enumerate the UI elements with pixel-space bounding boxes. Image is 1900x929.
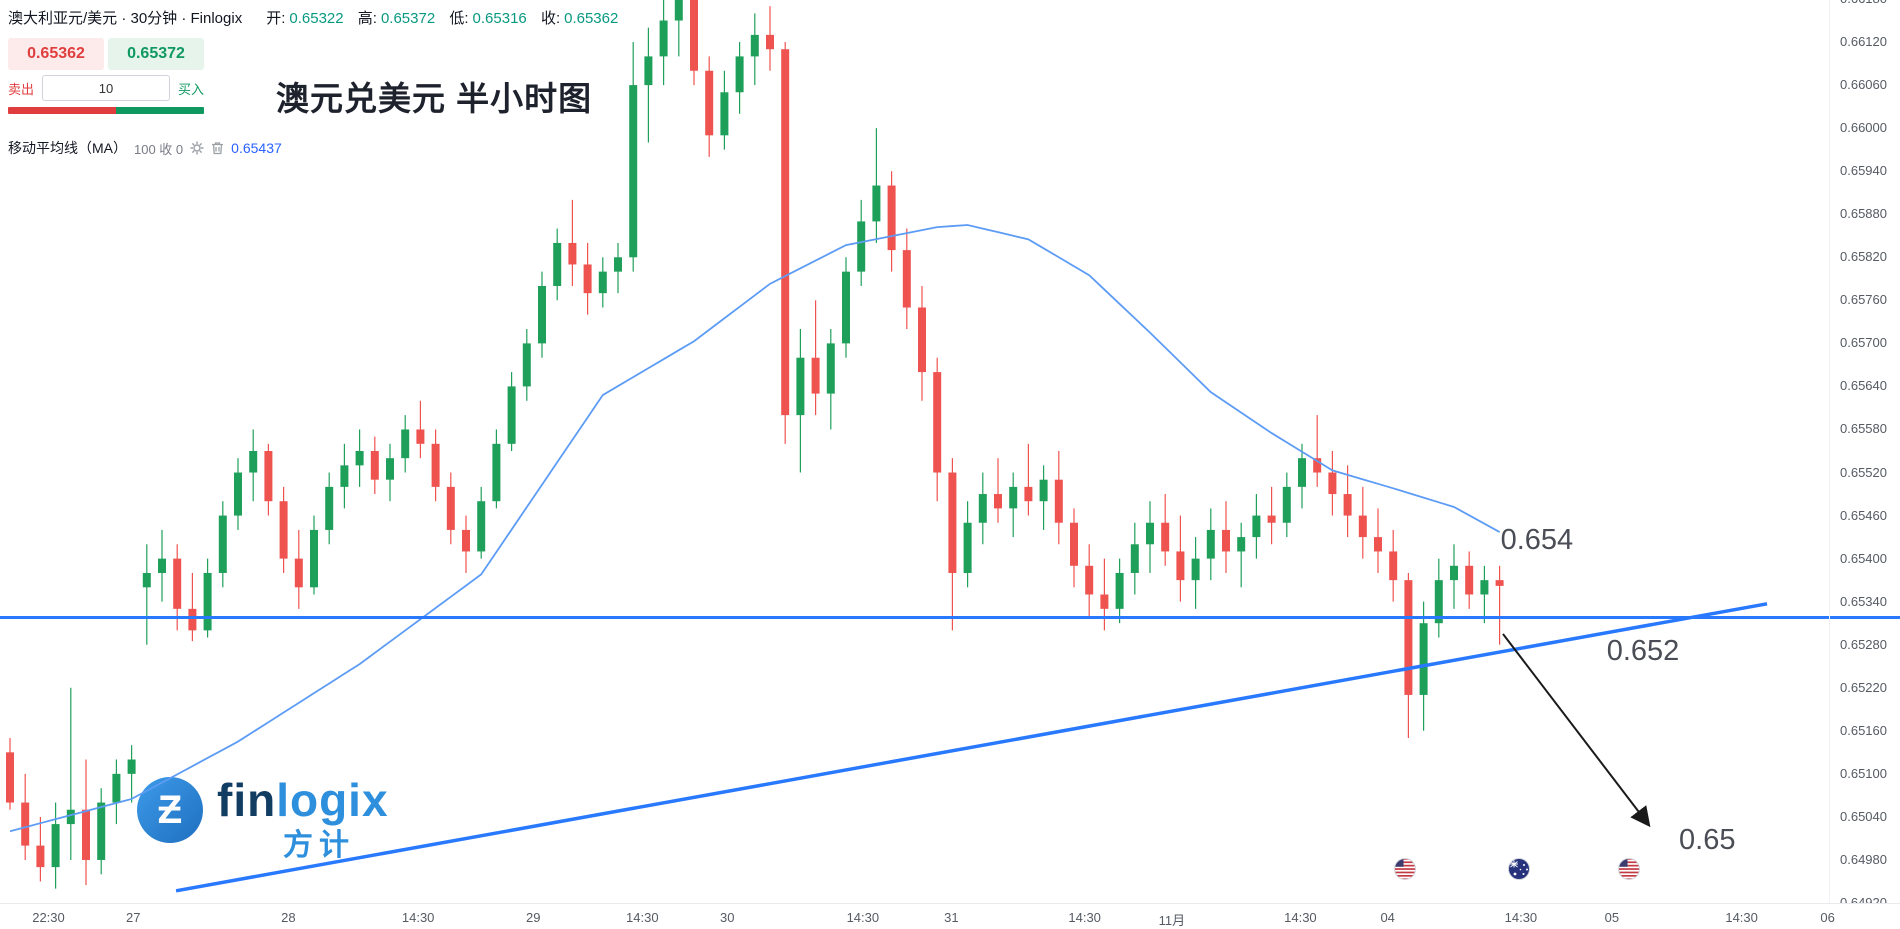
symbol-info-bar: 澳大利亚元/美元 · 30分钟 · Finlogix 开: 0.65322 高: 0… xyxy=(8,7,618,28)
spread-bar xyxy=(8,107,204,114)
time-tick-label: 30 xyxy=(720,910,735,925)
time-tick-label: 22:30 xyxy=(32,910,65,925)
time-tick-label: 14:30 xyxy=(1504,910,1538,925)
time-tick-label: 27 xyxy=(125,910,141,925)
price-tick-label: 0.65940 xyxy=(1840,163,1887,179)
time-tick-label: 14:30 xyxy=(1284,910,1317,925)
time-tick-label: 28 xyxy=(281,910,296,925)
price-tick-label: 0.65280 xyxy=(1840,636,1887,652)
watermark-brand-logix: logix xyxy=(276,774,389,826)
ma-indicator-params: 100 收 0 xyxy=(134,141,184,157)
ma-indicator-legend[interactable]: 移动平均线（MA） 100 收 0 0.65437 xyxy=(8,138,282,158)
price-axis[interactable]: 0.66180 0.66120 0.66060 0.66000 0.65940 0.658… xyxy=(1829,0,1900,910)
price-tick-label: 0.65100 xyxy=(1840,765,1887,781)
low-value: 0.65316 xyxy=(472,10,527,27)
price-annotation[interactable]: 0.652 xyxy=(1606,634,1680,667)
price-tick-label: 0.65820 xyxy=(1840,249,1887,265)
close-label: 收: xyxy=(540,10,561,27)
sell-label: 卖出 xyxy=(8,81,35,97)
price-tick-label: 0.65640 xyxy=(1840,378,1887,394)
time-tick-label: 06 xyxy=(1820,910,1835,925)
trade-widget: 0.65362 0.65372 卖出 买入 xyxy=(8,38,204,114)
price-tick-label: 0.65400 xyxy=(1840,550,1887,566)
time-tick-label: 04 xyxy=(1380,910,1395,925)
symbol-title[interactable]: 澳大利亚元/美元 · 30分钟 · Finlogix xyxy=(8,10,243,27)
high-label: 高: xyxy=(357,10,377,27)
watermark-brand-fin: fin xyxy=(217,774,277,826)
time-tick-label: 05 xyxy=(1604,910,1620,925)
time-tick-label: 31 xyxy=(944,910,959,925)
price-tick-label: 0.65040 xyxy=(1840,808,1887,824)
low-label: 低: xyxy=(449,10,469,27)
flag-us-icon[interactable] xyxy=(1394,858,1417,880)
price-tick-label: 0.65520 xyxy=(1840,464,1887,480)
time-tick-label: 11月 xyxy=(1158,913,1186,928)
finlogix-logo-icon: Ƶ xyxy=(137,777,203,843)
flag-us-icon[interactable] xyxy=(1617,858,1640,880)
price-tick-label: 0.65700 xyxy=(1840,335,1887,351)
quantity-input[interactable] xyxy=(42,75,170,101)
spread-sell-segment xyxy=(8,107,116,114)
buy-label: 买入 xyxy=(177,81,204,97)
price-annotation[interactable]: 0.65 xyxy=(1679,823,1736,856)
price-tick-label: 0.66180 xyxy=(1840,0,1887,7)
time-tick-label: 14:30 xyxy=(1068,910,1101,925)
finlogix-watermark: Ƶ finlogix 方计 xyxy=(137,777,389,861)
time-tick-label: 14:30 xyxy=(846,910,880,925)
close-value: 0.65362 xyxy=(564,10,619,27)
time-axis[interactable]: 22:30 27 28 14:30 29 14:30 30 14:30 31 14:30 11月 14… xyxy=(0,903,1900,929)
open-label: 开: xyxy=(266,10,286,27)
sell-price-button[interactable]: 0.65362 xyxy=(8,38,104,70)
ma-indicator-value: 0.65437 xyxy=(231,140,282,156)
high-value: 0.65372 xyxy=(380,10,436,27)
price-tick-label: 0.65340 xyxy=(1840,593,1887,609)
watermark-brand-cn: 方计 xyxy=(283,829,355,862)
flag-au-icon[interactable] xyxy=(1507,858,1530,880)
price-tick-label: 0.65880 xyxy=(1840,206,1887,222)
price-tick-label: 0.65160 xyxy=(1840,722,1887,738)
gear-icon[interactable] xyxy=(190,141,204,155)
price-annotation[interactable]: 0.654 xyxy=(1500,523,1574,556)
time-tick-label: 14:30 xyxy=(626,910,659,925)
buy-price-button[interactable]: 0.65372 xyxy=(108,38,204,70)
spread-buy-segment xyxy=(115,107,204,114)
ohlc-values: 开: 0.65322 高: 0.65372 低: 0.65316 收: 0.65362 xyxy=(256,7,618,28)
ma-indicator-name: 移动平均线（MA） xyxy=(8,140,127,156)
price-tick-label: 0.65580 xyxy=(1840,421,1887,437)
chart-title-drawing[interactable]: 澳元兑美元 半小时图 xyxy=(276,80,593,117)
price-tick-label: 0.66060 xyxy=(1840,77,1887,93)
price-tick-label: 0.65220 xyxy=(1840,679,1887,695)
time-tick-label: 14:30 xyxy=(1725,910,1758,925)
price-tick-label: 0.64980 xyxy=(1840,851,1887,867)
time-tick-label: 29 xyxy=(526,910,541,925)
price-tick-label: 0.65760 xyxy=(1840,292,1887,308)
price-tick-label: 0.66120 xyxy=(1840,34,1887,50)
trash-icon[interactable] xyxy=(211,141,224,155)
price-tick-label: 0.66000 xyxy=(1840,120,1887,136)
price-tick-label: 0.65460 xyxy=(1840,507,1887,523)
open-value: 0.65322 xyxy=(289,10,344,27)
time-tick-label: 14:30 xyxy=(401,910,435,925)
